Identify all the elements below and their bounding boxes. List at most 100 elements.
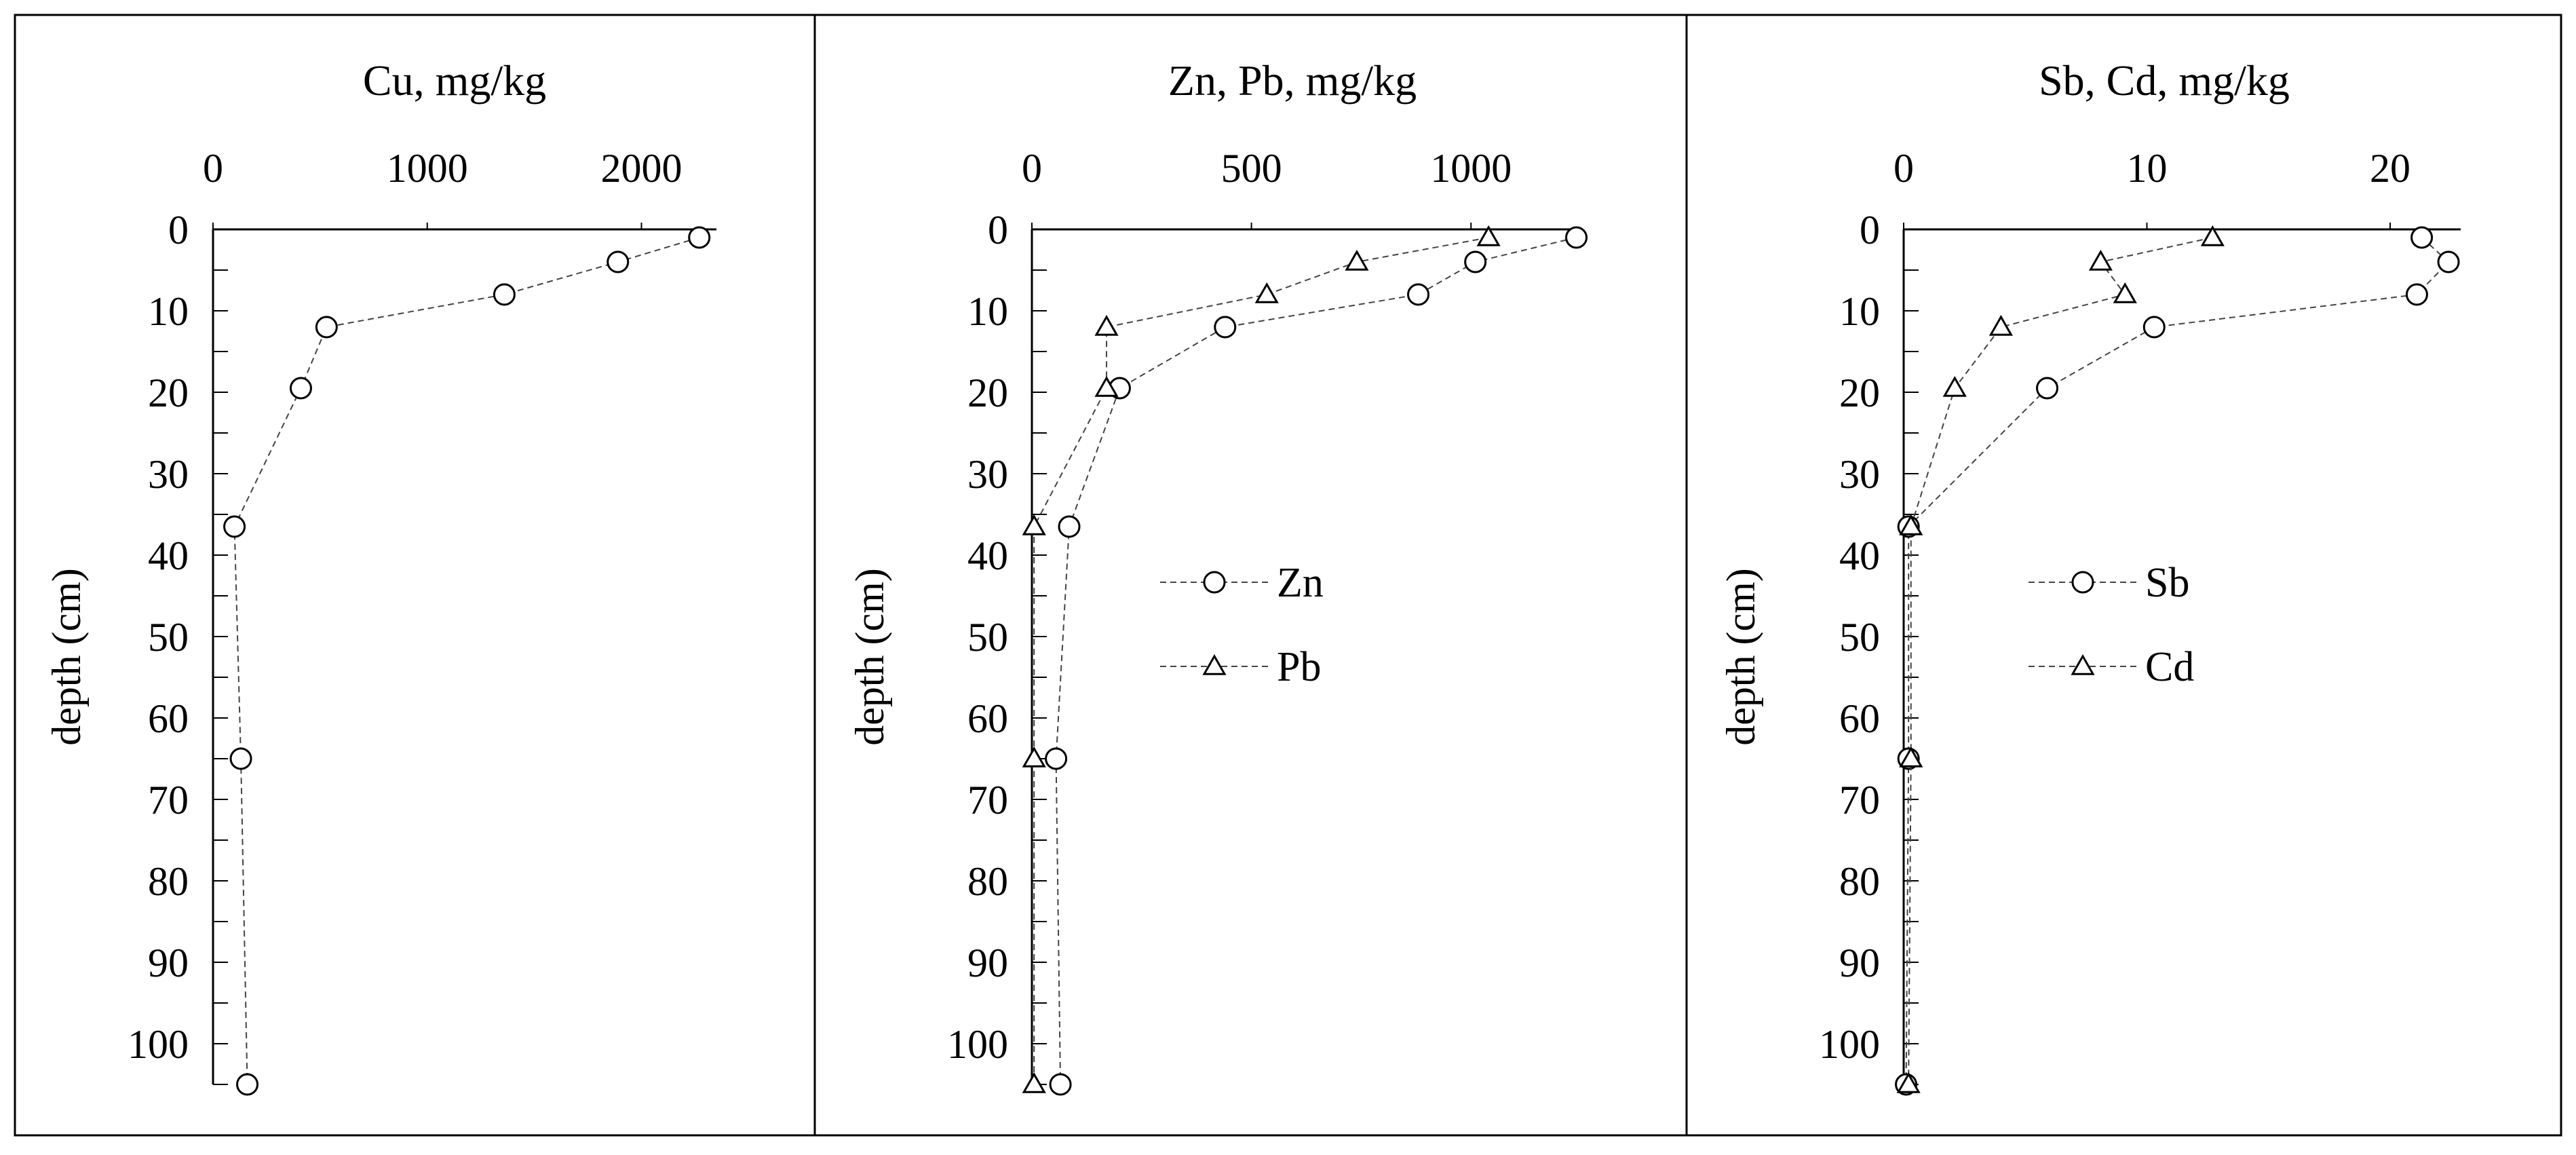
chart-title: Sb, Cd, mg/kg	[2039, 56, 2290, 105]
y-tick-label: 80	[1839, 859, 1880, 904]
panel-zn-pb: Zn, Pb, mg/kg depth (cm) 0 500 1000 0 10 20 30 40…	[847, 56, 1588, 1096]
x-tick-label: 0	[1893, 146, 1914, 191]
series-zn	[1045, 226, 1588, 1096]
series-line-series	[233, 237, 700, 1085]
panel-cu: Cu, mg/kg depth (cm) 0 1000 2000 0 10 20 30 40 50 6…	[44, 56, 716, 1096]
x-tick-label: 1000	[1430, 146, 1512, 191]
data-point-series	[493, 283, 516, 306]
data-point-zn	[1058, 515, 1081, 538]
data-point-pb	[1022, 1072, 1046, 1093]
data-point-sb	[2036, 377, 2059, 400]
legend-marker	[1203, 571, 1226, 594]
data-point-zn	[1464, 250, 1487, 273]
x-tick-label: 0	[203, 146, 223, 191]
data-point-sb	[2142, 316, 2166, 339]
data-point-sb	[2437, 250, 2460, 273]
data-point-cd	[2088, 249, 2113, 271]
y-tick-label: 90	[148, 941, 189, 985]
data-point-series	[236, 1073, 259, 1096]
legend-marker	[1202, 654, 1227, 675]
legend-item-sb: Sb	[2029, 560, 2189, 606]
y-tick-label: 60	[148, 696, 189, 741]
data-point-pb	[1254, 282, 1279, 303]
y-tick-label: 10	[1839, 289, 1880, 334]
data-point-series	[315, 316, 338, 339]
y-tick-label: 60	[967, 696, 1008, 741]
y-tick-label: 30	[148, 452, 189, 497]
data-point-series	[607, 250, 630, 273]
y-tick-label: 40	[967, 533, 1008, 578]
x-tick-label: 500	[1221, 146, 1282, 191]
data-point-zn	[1045, 747, 1068, 770]
x-tick-label: 20	[2370, 146, 2410, 191]
x-tick-label: 0	[1022, 146, 1042, 191]
series-series	[223, 226, 711, 1096]
x-tick-label: 10	[2127, 146, 2168, 191]
data-point-cd	[1899, 746, 1923, 768]
data-point-pb	[1094, 314, 1119, 336]
data-point-zn	[1214, 316, 1237, 339]
data-point-series	[223, 515, 246, 538]
chart-title: Zn, Pb, mg/kg	[1168, 56, 1417, 105]
y-tick-label: 90	[967, 941, 1008, 985]
y-tick-label: 50	[148, 615, 189, 660]
data-point-zn	[1407, 283, 1430, 306]
y-tick-label: 40	[1839, 533, 1880, 578]
x-tick-label: 2000	[600, 146, 682, 191]
y-tick-label: 50	[967, 615, 1008, 660]
y-tick-label: 30	[967, 452, 1008, 497]
y-tick-label: 70	[1839, 778, 1880, 822]
legend-label: Zn	[1277, 560, 1324, 606]
y-tick-label: 40	[148, 533, 189, 578]
x-tick-label: 1000	[387, 146, 468, 191]
data-point-cd	[2113, 282, 2137, 303]
panel-sb-cd: Sb, Cd, mg/kg depth (cm) 0 10 20 0 10 20 30 40 50 6…	[1718, 56, 2461, 1096]
y-tick-label: 20	[1839, 371, 1880, 415]
legend-label: Sb	[2145, 560, 2189, 606]
chart-title: Cu, mg/kg	[363, 56, 546, 105]
y-axis-label: depth (cm)	[1718, 568, 1763, 746]
y-axis-label: depth (cm)	[44, 568, 89, 746]
y-tick-label: 70	[967, 778, 1008, 822]
legend-marker	[2071, 654, 2095, 675]
y-tick-label: 80	[967, 859, 1008, 904]
legend: Zn Pb	[1160, 560, 1324, 690]
data-point-cd	[2200, 225, 2225, 246]
legend-label: Pb	[1277, 644, 1321, 690]
y-tick-label: 90	[1839, 941, 1880, 985]
data-point-cd	[1942, 375, 1967, 397]
data-point-pb	[1022, 746, 1046, 768]
data-point-cd	[1899, 514, 1923, 535]
series-cd	[1896, 225, 2225, 1093]
y-tick-label: 70	[148, 778, 189, 822]
y-tick-label: 100	[1819, 1022, 1880, 1067]
data-point-sb	[2405, 283, 2428, 306]
y-tick-label: 0	[1860, 208, 1880, 252]
y-tick-label: 100	[947, 1022, 1008, 1067]
legend-item-pb: Pb	[1160, 644, 1321, 690]
y-tick-label: 0	[168, 208, 189, 252]
legend-label: Cd	[2145, 644, 2194, 690]
data-point-zn	[1049, 1073, 1072, 1096]
data-point-cd	[1988, 314, 2013, 336]
series-pb	[1022, 225, 1501, 1093]
y-tick-label: 0	[988, 208, 1008, 252]
legend-item-cd: Cd	[2029, 644, 2194, 690]
y-tick-label: 10	[967, 289, 1008, 334]
figure-border	[14, 14, 2562, 1137]
data-point-series	[289, 377, 312, 400]
data-point-pb	[1476, 225, 1501, 246]
data-point-pb	[1345, 249, 1369, 271]
data-point-series	[688, 226, 711, 249]
y-tick-label: 80	[148, 859, 189, 904]
data-point-cd	[1896, 1072, 1921, 1093]
data-point-pb	[1022, 514, 1046, 535]
data-point-pb	[1094, 375, 1119, 397]
legend-marker	[2071, 571, 2094, 594]
y-tick-label: 100	[128, 1022, 189, 1067]
data-point-sb	[2410, 226, 2434, 249]
y-axis-label: depth (cm)	[847, 568, 892, 746]
data-point-zn	[1565, 226, 1588, 249]
y-tick-label: 20	[967, 371, 1008, 415]
